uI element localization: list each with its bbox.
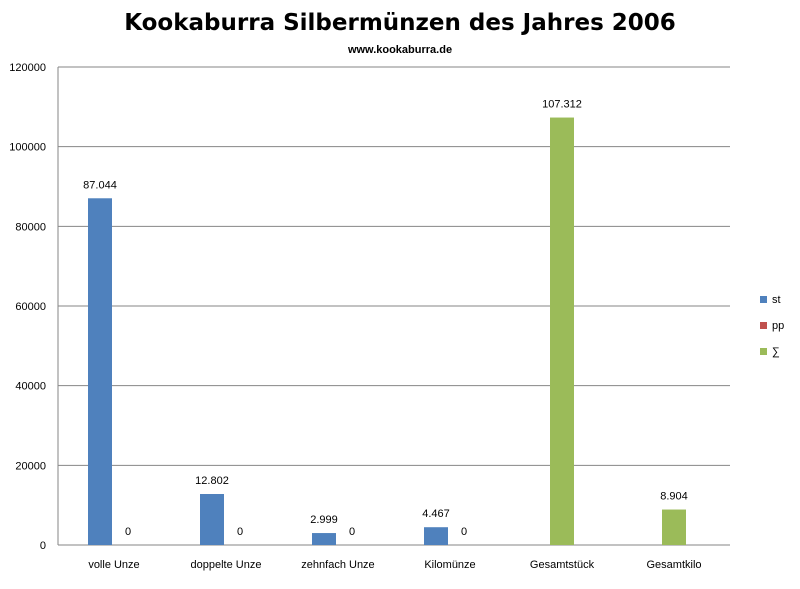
data-label: 0 bbox=[461, 526, 467, 538]
data-label: 0 bbox=[237, 526, 243, 538]
data-label: 107.312 bbox=[542, 99, 582, 111]
bar-st bbox=[200, 494, 224, 545]
y-tick-label: 0 bbox=[40, 540, 46, 552]
data-label: 4.467 bbox=[422, 508, 450, 520]
legend-label: pp bbox=[772, 320, 784, 332]
data-label: 8.904 bbox=[660, 491, 688, 503]
y-tick-label: 120000 bbox=[9, 62, 46, 74]
x-tick-label: Kilomünze bbox=[424, 559, 475, 571]
x-tick-label: zehnfach Unze bbox=[301, 559, 374, 571]
y-tick-label: 80000 bbox=[15, 221, 46, 233]
x-tick-label: volle Unze bbox=[88, 559, 139, 571]
legend-swatch-∑ bbox=[760, 348, 767, 355]
y-tick-label: 60000 bbox=[15, 301, 46, 313]
chart-title: Kookaburra Silbermünzen des Jahres 2006 bbox=[124, 10, 676, 36]
chart-subtitle: www.kookaburra.de bbox=[347, 44, 453, 56]
bar-st bbox=[424, 527, 448, 545]
data-label: 12.802 bbox=[195, 475, 229, 487]
x-tick-label: Gesamtstück bbox=[530, 559, 595, 571]
bar-st bbox=[312, 533, 336, 545]
data-label: 0 bbox=[125, 526, 131, 538]
data-label: 87.044 bbox=[83, 179, 117, 191]
data-label: 2.999 bbox=[310, 514, 338, 526]
data-label: 0 bbox=[349, 526, 355, 538]
x-tick-label: doppelte Unze bbox=[191, 559, 262, 571]
bar-∑ bbox=[662, 509, 686, 545]
bar-∑ bbox=[550, 117, 574, 546]
y-tick-label: 100000 bbox=[9, 142, 46, 154]
bar-st bbox=[88, 198, 112, 546]
y-tick-label: 20000 bbox=[15, 460, 46, 472]
legend-label: ∑ bbox=[772, 346, 780, 358]
legend-swatch-st bbox=[760, 296, 767, 303]
y-tick-label: 40000 bbox=[15, 381, 46, 393]
legend-label: st bbox=[772, 294, 781, 306]
x-tick-label: Gesamtkilo bbox=[646, 559, 701, 571]
legend-swatch-pp bbox=[760, 322, 767, 329]
